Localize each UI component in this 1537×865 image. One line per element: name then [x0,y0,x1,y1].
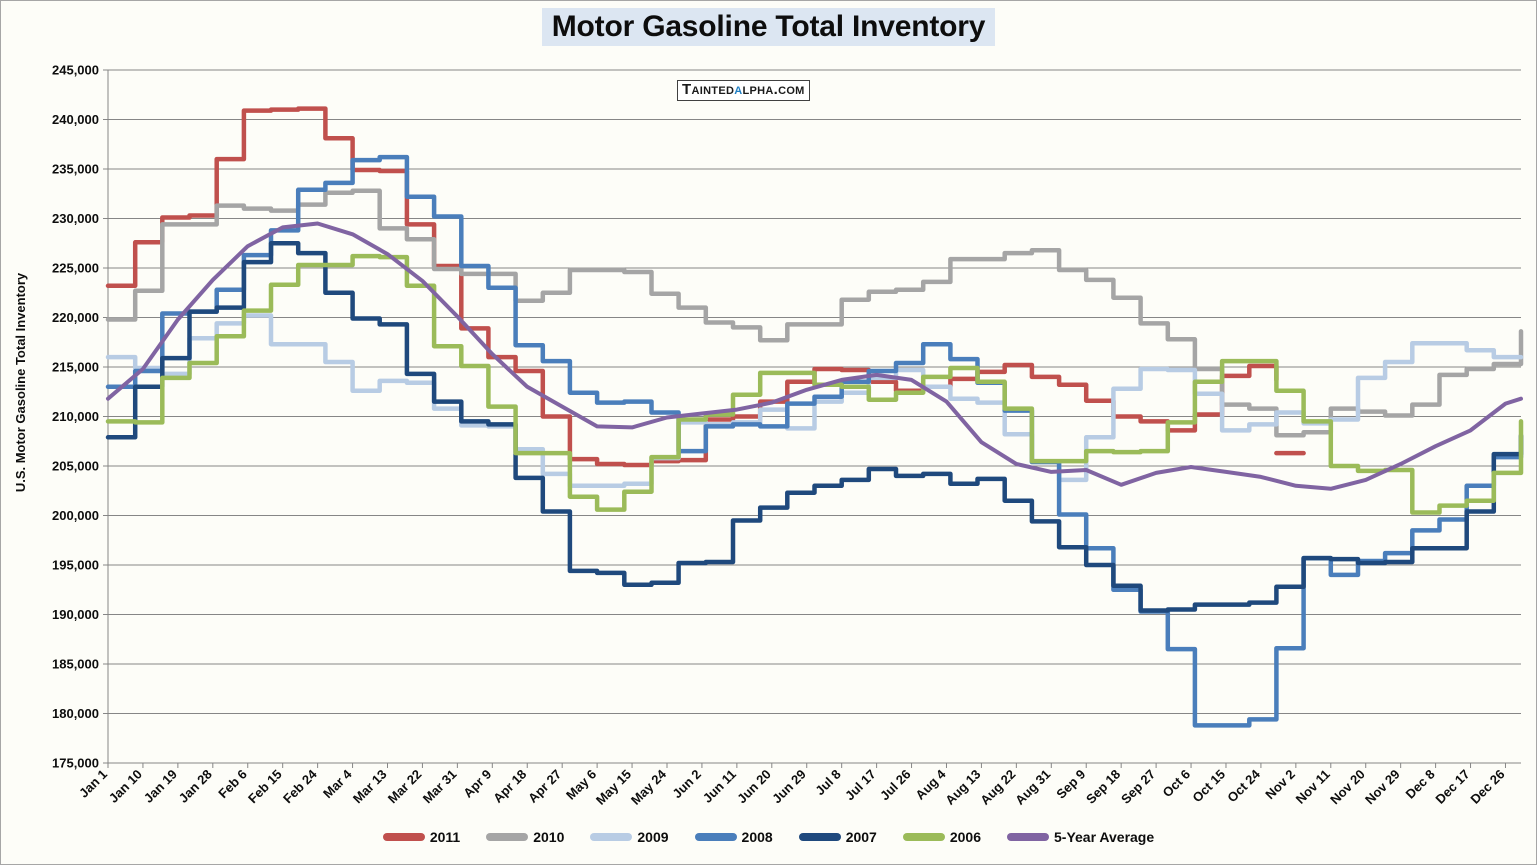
y-axis-tick-label: 175,000 [52,756,99,771]
x-axis-tick-label: Apr 27 [525,767,564,806]
x-axis-tick-label: Sep 27 [1118,767,1158,807]
series-line-2011 [105,106,1279,468]
y-axis-tick-label: 195,000 [52,558,99,573]
legend-item-2007[interactable]: 2007 [798,829,877,845]
legend-swatch-icon [798,833,841,841]
y-axis-tick-label: 215,000 [52,360,99,375]
x-axis-tick-label: Jan 19 [141,767,180,806]
y-axis-tick-label: 190,000 [52,607,99,622]
y-axis-tick-label: 210,000 [52,409,99,424]
x-axis-tick-label: Feb 15 [245,767,285,807]
x-axis-tick-label: Sep 18 [1083,767,1123,807]
chart-title-text: Motor Gasoline Total Inventory [541,8,996,46]
legend-label: 2008 [741,829,773,845]
x-axis-tick-label: Feb 24 [280,766,320,806]
y-axis-tick-label: 200,000 [52,508,99,523]
legend-label: 2007 [845,829,877,845]
legend-item-2009[interactable]: 2009 [590,829,669,845]
y-axis-tick-label: 205,000 [52,459,99,474]
series-line-5-year-average [106,221,1523,491]
x-axis-tick-label: Dec 17 [1432,767,1472,807]
legend-swatch-icon [902,833,945,841]
x-axis-tick-label: Mar 31 [420,767,460,807]
x-axis-tick-label: Jun 11 [700,767,739,806]
x-axis-tick-label: May 24 [628,766,670,808]
legend-item-2010[interactable]: 2010 [486,829,564,845]
y-axis-tick-label: 235,000 [52,162,99,177]
x-axis-tick-label: Jun 29 [769,767,809,807]
chart-legend: 2011 2010 2009 2008 2007 2006 5-Year Average [1,829,1536,845]
watermark-pre: Tainted [682,81,735,98]
legend-swatch-icon [486,833,529,841]
x-axis-tick-label: Jan 10 [106,767,145,806]
x-axis-tick-label: Nov 29 [1362,767,1403,808]
y-axis-tick-label: 230,000 [52,211,99,226]
legend-item-2011[interactable]: 2011 [382,829,461,845]
y-axis-tick-label: 225,000 [52,261,99,276]
x-axis-tick-label: Jul 17 [842,767,879,804]
legend-label: 2011 [429,829,461,845]
legend-label: 5-Year Average [1054,829,1155,845]
x-axis-tick-label: Jul 8 [812,767,844,799]
legend-label: 2009 [637,829,669,845]
legend-swatch-icon [382,833,425,841]
legend-label: 2010 [533,829,565,845]
series-line-2010 [105,188,1524,438]
watermark-badge: Taintedαlpha.com [677,80,810,101]
x-axis-tick-label: Aug 22 [977,767,1018,808]
x-axis-tick-label: Aug 13 [942,767,983,808]
series-line-2007 [105,241,1524,613]
x-axis-tick-label: Mar 13 [350,767,390,807]
page-title: Motor Gasoline Total Inventory [1,8,1536,46]
legend-swatch-icon [590,833,633,841]
x-axis-tick-label: Apr 18 [490,767,529,806]
x-axis-tick-label: Jan 28 [176,767,215,806]
legend-swatch-icon [1007,833,1049,841]
x-axis-tick-label: Jun 2 [669,767,704,802]
legend-item-2008[interactable]: 2008 [694,829,773,845]
legend-item-2006[interactable]: 2006 [902,829,981,845]
x-axis-tick-label: Dec 26 [1467,767,1507,807]
x-axis-tick-label: Nov 11 [1293,767,1333,807]
x-axis-tick-label: Oct 24 [1224,766,1263,805]
legend-item-5-year-average[interactable]: 5-Year Average [1007,829,1154,845]
series-line-2006 [105,253,1524,515]
y-axis-tick-label: 220,000 [52,310,99,325]
x-axis-tick-label: May 15 [593,767,634,808]
watermark-alpha: α [734,81,743,98]
x-axis-tick-label: Jul 26 [877,767,914,804]
y-axis-tick-label: 245,000 [52,63,99,78]
watermark-post: lpha.com [742,81,805,98]
x-axis-tick-label: Aug 31 [1012,767,1053,808]
y-axis-tick-label: 240,000 [52,112,99,127]
x-axis-tick-label: Jun 20 [734,767,774,807]
x-axis-tick-label: Oct 6 [1160,767,1194,801]
legend-swatch-icon [694,833,737,841]
y-axis-tick-label: 185,000 [52,657,99,672]
x-axis-tick-label: Nov 20 [1327,767,1368,808]
y-axis-tick-label: 180,000 [52,706,99,721]
legend-label: 2006 [949,829,981,845]
series-line-2008 [105,154,1524,728]
x-axis-tick-label: Mar 22 [385,767,425,807]
x-axis-tick-label: Oct 15 [1189,767,1228,806]
